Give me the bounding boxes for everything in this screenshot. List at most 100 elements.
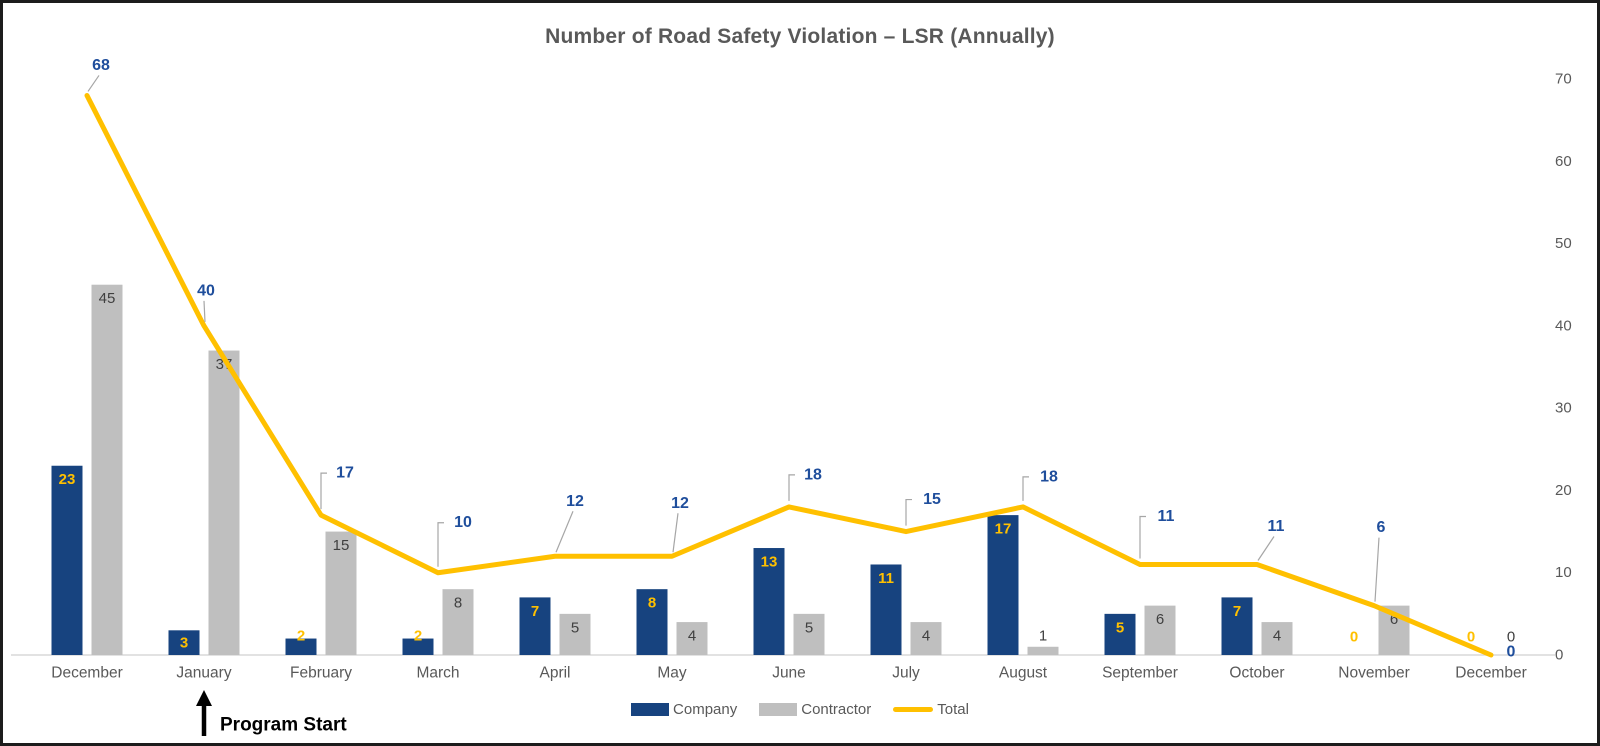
- bar-company-April: [519, 597, 551, 655]
- x-tick-March-3: March: [416, 665, 459, 682]
- bar-company-August: [987, 515, 1019, 655]
- y-tick-10: 10: [1555, 564, 1572, 581]
- x-tick-October-10: October: [1229, 665, 1284, 682]
- label-total-August: 18: [1040, 468, 1058, 485]
- leader-line-October: [1257, 536, 1275, 561]
- leader-line-February: [320, 472, 327, 510]
- label-contractor-September: 6: [1156, 611, 1164, 628]
- bar-company-October: [1221, 597, 1253, 655]
- label-company-December: 23: [59, 471, 76, 488]
- x-tick-April-4: April: [539, 665, 570, 682]
- leader-line-September: [1139, 515, 1146, 559]
- y-tick-40: 40: [1555, 317, 1572, 334]
- bar-contractor-September: [1144, 605, 1176, 655]
- label-company-February: 2: [297, 628, 305, 645]
- label-company-January: 3: [180, 635, 188, 652]
- program-start-label: Program Start: [220, 715, 347, 736]
- bar-company-January: [168, 630, 200, 655]
- y-tick-50: 50: [1555, 235, 1572, 252]
- bar-company-July: [870, 564, 902, 655]
- label-contractor-November: 6: [1390, 611, 1398, 628]
- legend-item-contractor: Contractor: [759, 701, 871, 718]
- bar-company-June: [753, 548, 785, 655]
- leader-line-January: [203, 300, 206, 322]
- label-company-September: 5: [1116, 619, 1124, 636]
- label-total-December: 0: [1507, 644, 1516, 661]
- x-tick-December-12: December: [1455, 665, 1527, 682]
- program-start-arrow-head: [196, 690, 212, 706]
- label-contractor-April: 5: [571, 619, 579, 636]
- label-company-March: 2: [414, 628, 422, 645]
- label-company-August: 17: [995, 521, 1012, 538]
- leader-line-April: [555, 511, 574, 553]
- leader-line-December: [87, 75, 100, 92]
- label-contractor-February: 15: [333, 537, 350, 554]
- leader-line-May: [672, 513, 679, 553]
- bar-contractor-June: [793, 613, 825, 655]
- bar-contractor-April: [559, 613, 591, 655]
- y-tick-30: 30: [1555, 400, 1572, 417]
- x-tick-November-11: November: [1338, 665, 1410, 682]
- legend-item-company: Company: [631, 701, 737, 718]
- total-line: [84, 92, 1494, 658]
- label-company-May: 8: [648, 595, 656, 612]
- y-tick-60: 60: [1555, 153, 1572, 170]
- bar-company-December: [51, 465, 83, 655]
- label-total-July: 15: [923, 491, 941, 508]
- label-company-October: 7: [1233, 603, 1241, 620]
- legend-swatch-contractor: [759, 703, 798, 716]
- bar-company-February: [285, 638, 317, 655]
- bar-company-September: [1104, 613, 1136, 655]
- label-total-February: 17: [336, 465, 354, 482]
- label-company-November: 0: [1350, 629, 1358, 646]
- legend-label-contractor: Contractor: [801, 701, 872, 718]
- leader-line-June: [788, 474, 795, 501]
- label-company-December: 0: [1467, 629, 1475, 646]
- legend-swatch-company: [631, 703, 670, 716]
- label-total-December: 68: [92, 57, 110, 74]
- x-tick-May-5: May: [657, 665, 687, 682]
- leader-line-August: [1022, 476, 1029, 501]
- label-total-October: 11: [1268, 518, 1285, 535]
- label-contractor-December: 45: [99, 290, 116, 307]
- x-tick-August-8: August: [999, 665, 1048, 682]
- x-tick-September-9: September: [1102, 665, 1178, 682]
- x-tick-January-1: January: [176, 665, 231, 682]
- leader-line-July: [905, 498, 912, 526]
- bar-contractor-December: [91, 284, 123, 655]
- chart-legend: Company Contractor Total: [3, 701, 1597, 718]
- x-tick-June-6: June: [772, 665, 806, 682]
- label-total-April: 12: [566, 493, 584, 510]
- label-company-June: 13: [761, 554, 778, 571]
- y-tick-70: 70: [1555, 71, 1572, 88]
- label-contractor-August: 1: [1039, 627, 1047, 644]
- bar-contractor-October: [1261, 622, 1293, 655]
- x-tick-July-7: July: [892, 665, 920, 682]
- label-company-April: 7: [531, 603, 539, 620]
- label-contractor-June: 5: [805, 619, 813, 636]
- label-total-September: 11: [1158, 508, 1175, 525]
- label-contractor-May: 4: [688, 628, 696, 645]
- bar-contractor-July: [910, 622, 942, 655]
- legend-swatch-total: [893, 707, 934, 712]
- label-total-March: 10: [454, 514, 472, 531]
- x-tick-February-2: February: [290, 665, 352, 682]
- bar-contractor-January: [208, 350, 240, 655]
- label-company-July: 11: [878, 570, 894, 587]
- bar-contractor-March: [442, 589, 474, 655]
- label-total-June: 18: [804, 466, 822, 483]
- label-total-November: 6: [1377, 519, 1386, 536]
- label-contractor-March: 8: [454, 595, 462, 612]
- bar-contractor-August: [1027, 646, 1059, 655]
- bar-contractor-February: [325, 531, 357, 655]
- legend-item-total: Total: [893, 701, 969, 718]
- label-total-January: 40: [197, 282, 215, 299]
- label-contractor-December: 0: [1507, 629, 1515, 646]
- legend-label-total: Total: [937, 701, 969, 718]
- leader-line-November: [1374, 537, 1380, 602]
- label-contractor-October: 4: [1273, 628, 1281, 645]
- label-contractor-July: 4: [922, 628, 930, 645]
- chart-title: Number of Road Safety Violation – LSR (A…: [545, 25, 1055, 48]
